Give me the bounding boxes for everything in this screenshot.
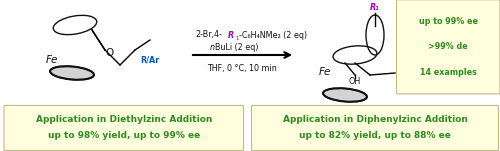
FancyBboxPatch shape [396, 0, 500, 94]
Text: 14 examples: 14 examples [420, 68, 476, 77]
Text: Application in Diphenylzinc Addition: Application in Diphenylzinc Addition [282, 116, 468, 124]
Text: Fe: Fe [319, 67, 331, 77]
Text: R₁: R₁ [370, 3, 380, 13]
FancyBboxPatch shape [4, 105, 244, 151]
Text: 1: 1 [235, 35, 238, 40]
Text: BuLi (2 eq): BuLi (2 eq) [215, 42, 258, 51]
Text: >99% de: >99% de [428, 42, 468, 51]
FancyBboxPatch shape [252, 105, 498, 151]
Text: up to 99% ee: up to 99% ee [419, 16, 478, 26]
Text: 2-Br,4-: 2-Br,4- [195, 31, 222, 40]
Text: NMe₂: NMe₂ [402, 43, 423, 53]
Text: Application in Diethylzinc Addition: Application in Diethylzinc Addition [36, 116, 212, 124]
Text: R/Ar: R/Ar [140, 56, 159, 64]
Text: O: O [106, 48, 114, 58]
Text: OH: OH [349, 77, 361, 87]
Text: -C₆H₄NMe₂ (2 eq): -C₆H₄NMe₂ (2 eq) [239, 31, 307, 40]
Text: R: R [228, 31, 234, 40]
Text: Fe: Fe [46, 55, 58, 65]
Text: R/Ar: R/Ar [398, 76, 417, 85]
Ellipse shape [323, 88, 367, 102]
Ellipse shape [50, 66, 94, 80]
Text: THF, 0 °C, 10 min: THF, 0 °C, 10 min [207, 64, 277, 72]
Text: up to 98% yield, up to 99% ee: up to 98% yield, up to 99% ee [48, 132, 200, 140]
Text: n: n [210, 42, 215, 51]
Text: up to 82% yield, up to 88% ee: up to 82% yield, up to 88% ee [299, 132, 451, 140]
